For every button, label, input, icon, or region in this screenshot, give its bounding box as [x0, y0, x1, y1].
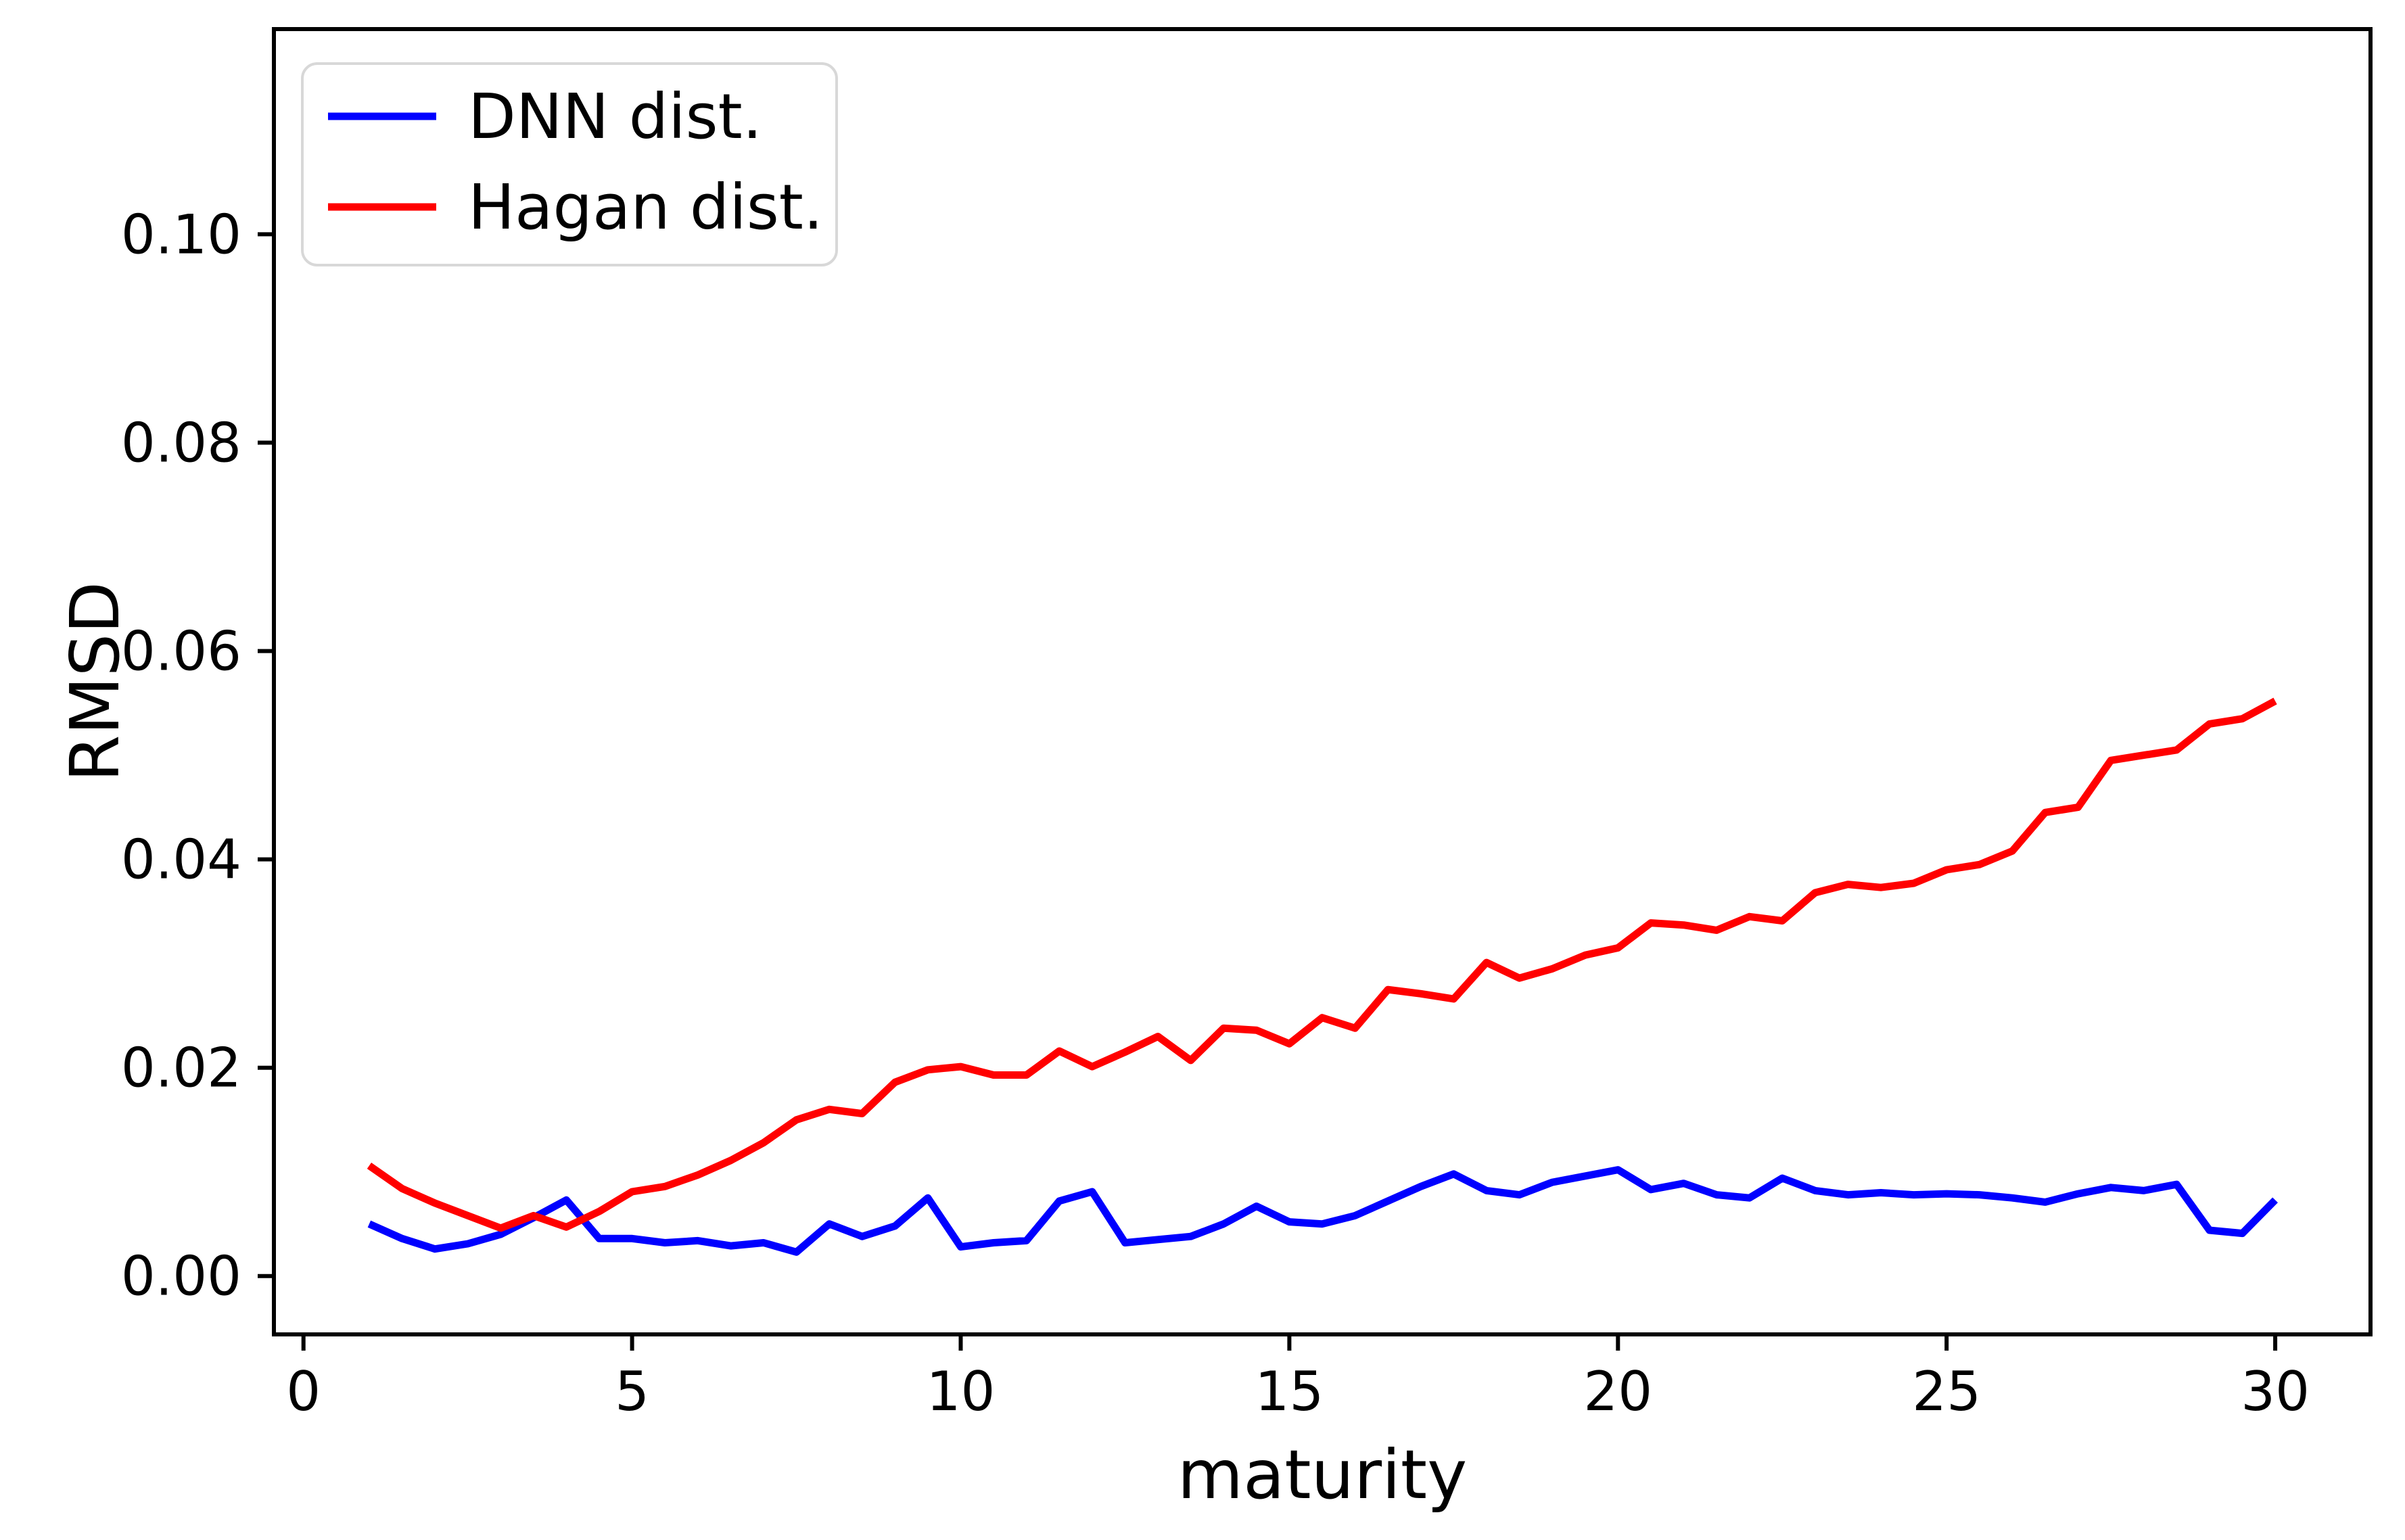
legend-label-hagan: Hagan dist. [468, 171, 823, 243]
x-tick-label: 10 [927, 1360, 996, 1423]
axes-frame [272, 27, 2373, 1336]
y-tick-label: 0.06 [121, 620, 241, 683]
y-tick-label: 0.04 [121, 829, 241, 891]
y-tick-label: 0.02 [121, 1037, 241, 1100]
y-axis-ticks: 0.00 0.02 0.04 0.06 0.08 0.10 [121, 203, 274, 1308]
series-lines [367, 697, 2279, 1256]
x-tick-label: 0 [286, 1360, 321, 1423]
x-tick-label: 25 [1912, 1360, 1981, 1423]
x-tick-label: 20 [1583, 1360, 1652, 1423]
x-tick-label: 30 [2241, 1360, 2310, 1423]
y-axis-label: RMSD [55, 582, 135, 782]
x-axis-label: maturity [1177, 1435, 1468, 1514]
x-tick-label: 15 [1255, 1360, 1324, 1423]
x-tick-label: 5 [615, 1360, 649, 1423]
y-tick-label: 0.00 [121, 1245, 241, 1308]
series-line-dnn [367, 1166, 2279, 1256]
legend: DNN dist. Hagan dist. [301, 62, 838, 266]
y-tick-label: 0.10 [121, 203, 241, 266]
series-line-hagan [367, 697, 2277, 1232]
legend-label-dnn: DNN dist. [468, 80, 762, 153]
y-tick-label: 0.08 [121, 412, 241, 475]
x-axis-ticks: 0 5 10 15 20 25 30 [286, 1334, 2310, 1423]
